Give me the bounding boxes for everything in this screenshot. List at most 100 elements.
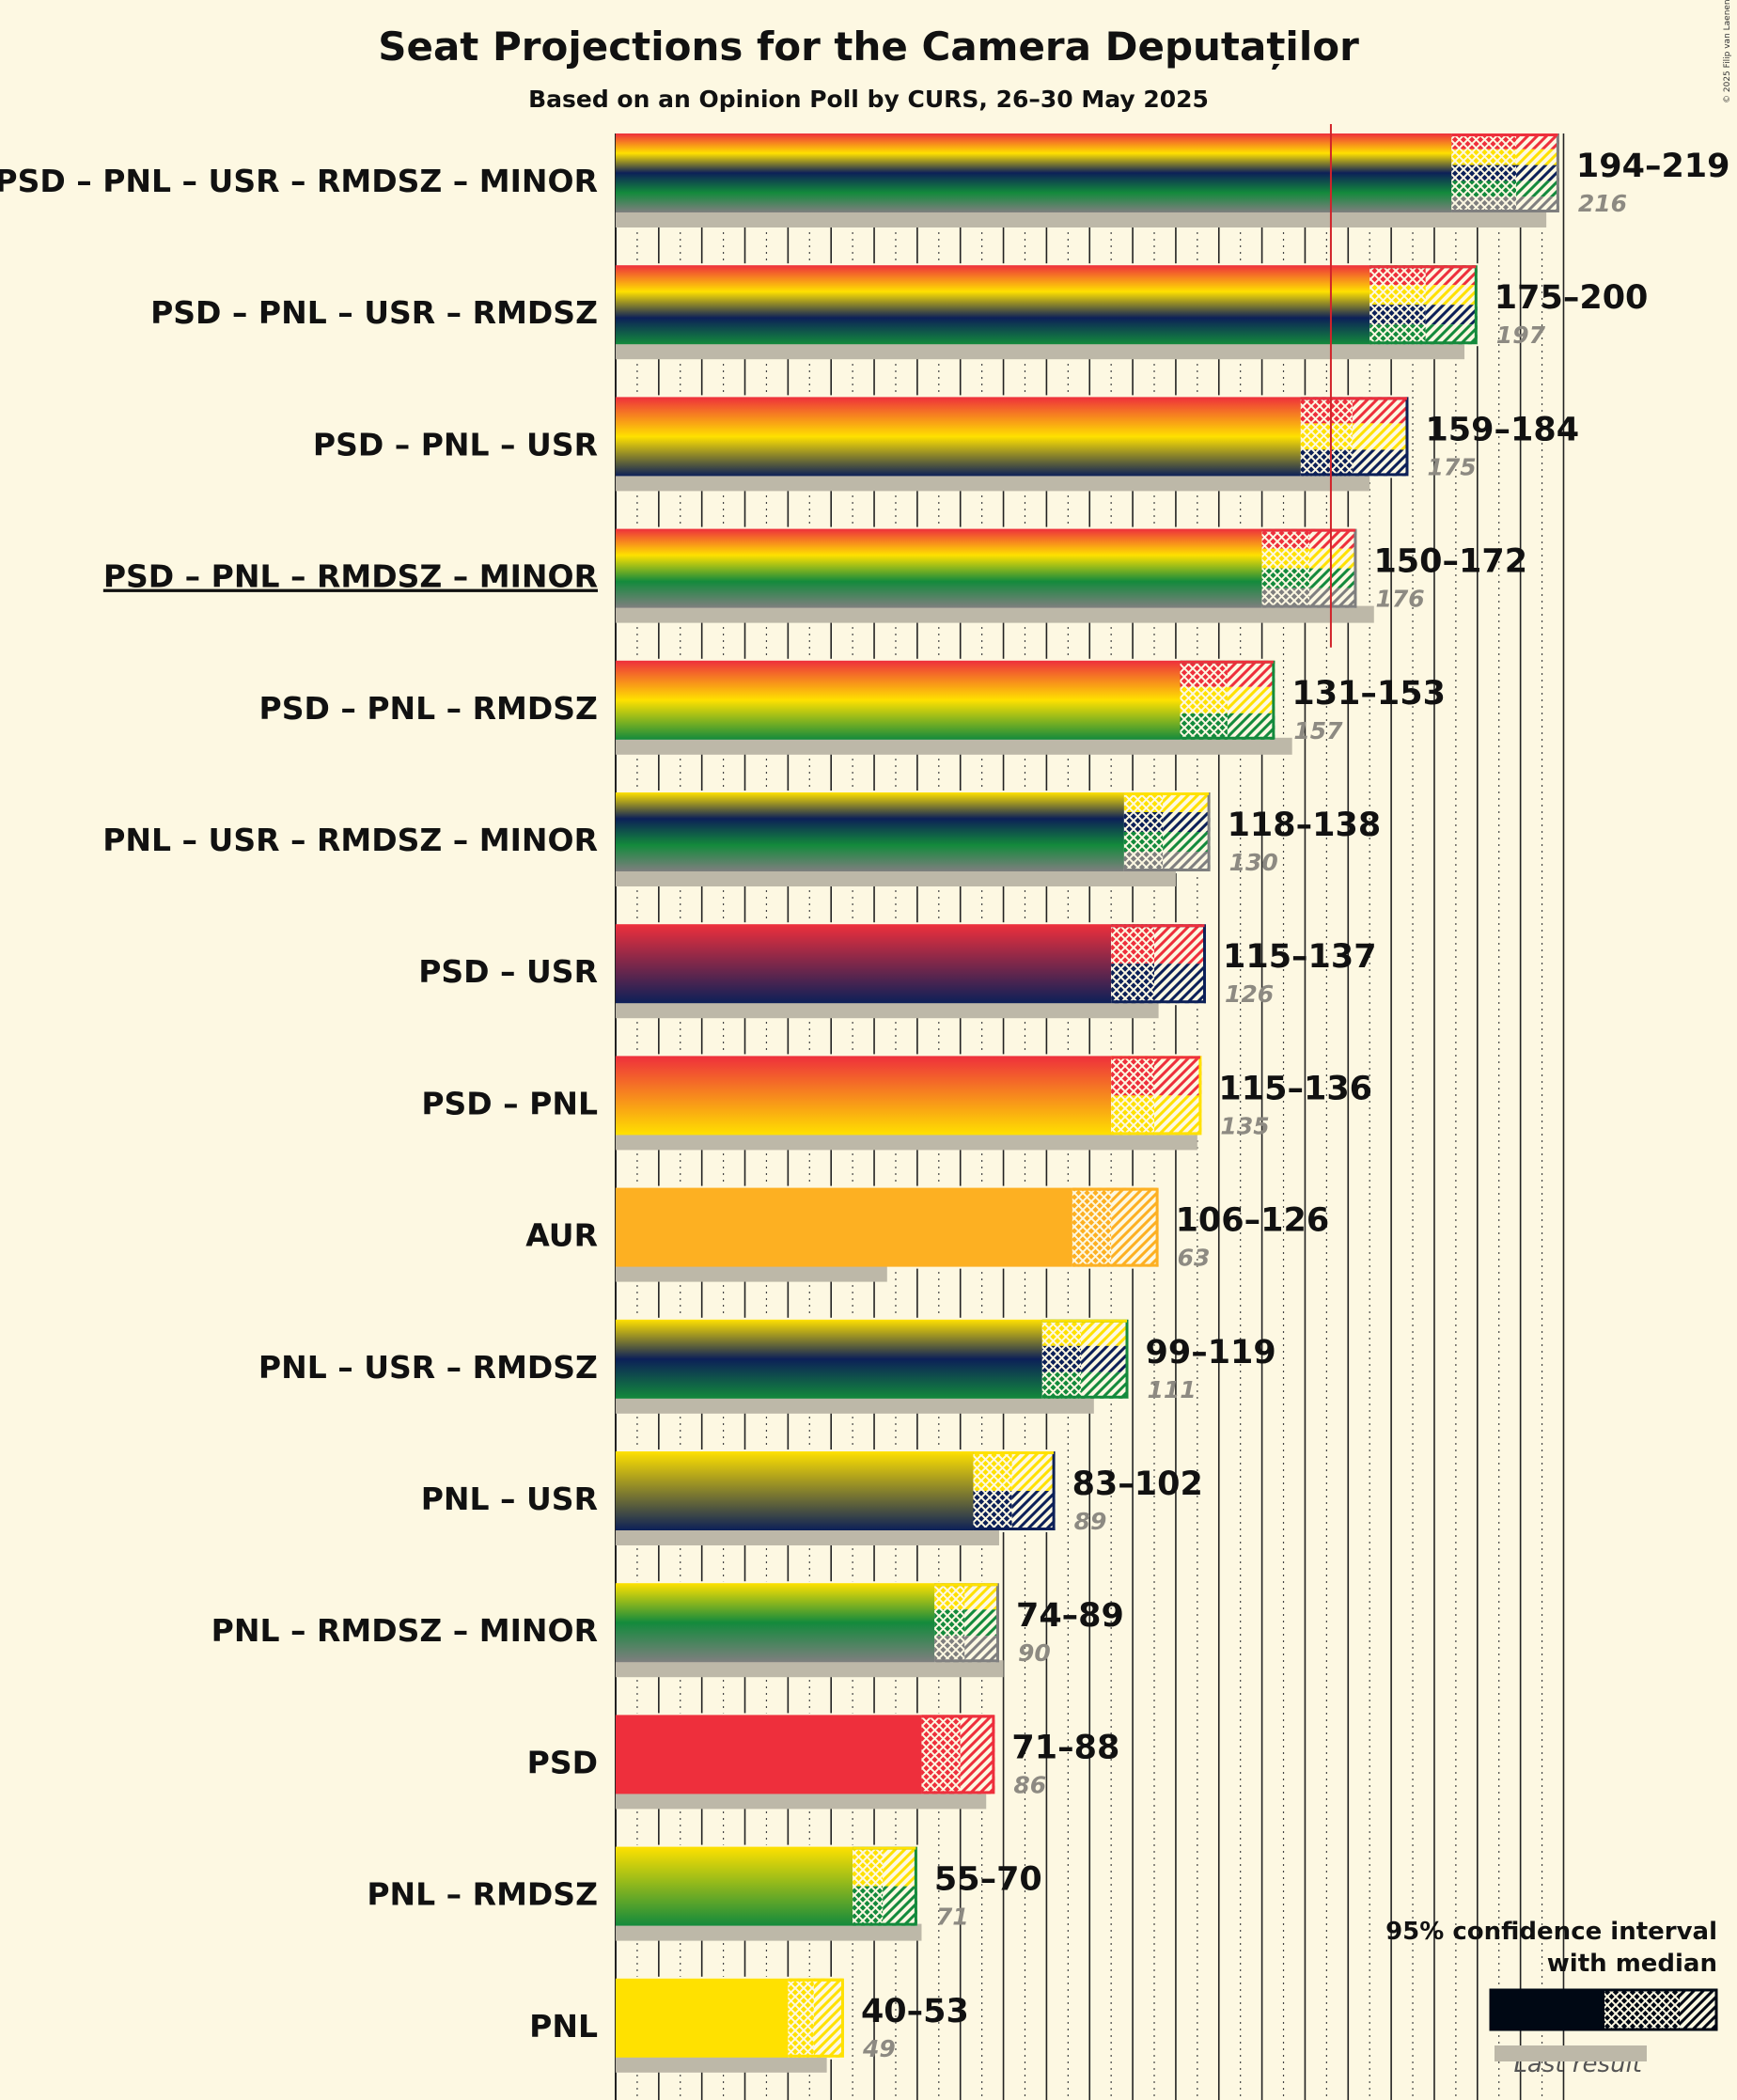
ci-lower-segment-psd <box>1111 924 1154 964</box>
last-result-bar <box>616 1133 1197 1151</box>
ci-solid-bar <box>616 528 1262 608</box>
ci-upper-segment-usr <box>1154 964 1207 1004</box>
range-label: 106–126 <box>1176 1202 1330 1240</box>
ci-lower-segment-rmdsz <box>853 1886 884 1926</box>
ci-lower-segment-pnl <box>788 1978 814 2058</box>
range-label: 83–102 <box>1072 1465 1203 1503</box>
range-label: 71–88 <box>1011 1729 1119 1766</box>
legend-cross-swatch <box>1604 1989 1680 2030</box>
ci-upper-segment-psd <box>1154 924 1207 964</box>
ci-lower-segment-pnl <box>973 1451 1012 1491</box>
range-label: 99–119 <box>1145 1334 1275 1371</box>
ci-lower-segment-pnl <box>1369 285 1426 306</box>
ci-lower-segment-pnl <box>1111 1095 1154 1136</box>
ci-lower-segment-rmdsz <box>934 1609 965 1637</box>
row-label: PSD <box>527 1744 598 1780</box>
legend-hatch-swatch <box>1680 1989 1717 2030</box>
ci-upper-segment-pnl <box>883 1846 917 1887</box>
row-15: PNL 40–53 49 <box>529 1976 969 2073</box>
last-result-bar <box>616 870 1176 886</box>
ci-upper-segment-pnl <box>1011 1451 1056 1491</box>
row-label: PSD – PNL – USR – RMDSZ – MINOR <box>0 163 598 199</box>
copyright-text: © 2025 Filip van Laenen <box>1723 0 1732 103</box>
ci-upper-segment-psd <box>1309 528 1357 549</box>
ci-upper-segment-aur <box>1111 1187 1159 1267</box>
ci-lower-segment-usr <box>1369 305 1426 325</box>
row-label: PSD – PNL – USR <box>313 426 598 462</box>
ci-upper-segment-minor <box>1516 196 1559 212</box>
ci-lower-segment-psd <box>1369 265 1426 286</box>
rows-layer: PSD – PNL – USR – RMDSZ – MINOR 194–219 21… <box>0 132 1730 2073</box>
last-result-label: 135 <box>1220 1112 1269 1139</box>
last-result-bar <box>616 1792 987 1810</box>
last-result-bar <box>616 1264 887 1282</box>
ci-solid-bar <box>616 792 1124 871</box>
row-1: PSD – PNL – USR – RMDSZ – MINOR 194–219 21… <box>0 132 1730 227</box>
ci-upper-segment-rmdsz <box>1081 1371 1129 1399</box>
row-5: PSD – PNL – RMDSZ 131–153 157 <box>259 658 1446 755</box>
row-7: PSD – USR 115–137 126 <box>418 922 1377 1019</box>
ci-upper-segment-pnl <box>1154 1095 1202 1136</box>
ci-upper-segment-psd <box>1516 133 1559 149</box>
row-label: PNL – USR <box>421 1481 598 1517</box>
ci-lower-segment-aur <box>1072 1187 1112 1267</box>
last-result-label: 216 <box>1578 190 1627 217</box>
ci-upper-segment-rmdsz <box>1227 713 1275 740</box>
legend-solid-swatch <box>1490 1989 1604 2030</box>
row-10: PNL – USR – RMDSZ 99–119 111 <box>258 1317 1276 1414</box>
ci-solid-bar <box>616 1451 974 1530</box>
ci-upper-segment-usr <box>1081 1345 1129 1372</box>
ci-upper-segment-rmdsz <box>1309 568 1357 588</box>
row-14: PNL – RMDSZ 55–70 71 <box>367 1844 1042 1941</box>
row-label: PNL – USR – RMDSZ – MINOR <box>102 822 598 858</box>
ci-upper-segment-pnl <box>1163 792 1211 812</box>
ci-upper-segment-rmdsz <box>1163 832 1211 852</box>
ci-upper-segment-usr <box>1425 305 1478 325</box>
ci-solid-bar <box>616 1846 853 1926</box>
range-label: 159–184 <box>1425 411 1579 448</box>
range-label: 194–219 <box>1576 148 1730 185</box>
legend-outline <box>1489 1988 1718 2031</box>
ci-upper-segment-minor <box>1163 852 1211 871</box>
ci-lower-segment-minor <box>1123 852 1164 871</box>
ci-lower-segment-minor <box>1261 588 1310 608</box>
ci-lower-segment-pnl <box>1180 686 1228 713</box>
ci-solid-bar <box>616 924 1112 1004</box>
row-4: PSD – PNL – RMDSZ – MINOR 150–172 176 <box>103 526 1527 623</box>
last-result-label: 49 <box>862 2035 896 2062</box>
last-result-label: 89 <box>1074 1508 1107 1535</box>
row-label: PSD – PNL – RMDSZ <box>259 690 598 727</box>
ci-upper-segment-minor <box>964 1636 999 1663</box>
ci-upper-segment-pnl <box>964 1583 999 1610</box>
ci-lower-segment-pnl <box>1261 548 1310 569</box>
legend: 95% confidence interval with median Last… <box>1385 1918 1718 2078</box>
row-label: PNL – USR – RMDSZ <box>258 1349 598 1386</box>
ci-lower-segment-psd <box>921 1715 961 1794</box>
ci-lower-segment-rmdsz <box>1180 713 1228 740</box>
last-result-label: 175 <box>1427 453 1476 480</box>
ci-upper-segment-pnl <box>1309 548 1357 569</box>
ci-lower-segment-pnl <box>934 1583 965 1610</box>
last-result-bar <box>616 2055 827 2073</box>
ci-solid-bar <box>616 660 1181 740</box>
last-result-label: 111 <box>1147 1376 1196 1403</box>
ci-solid-bar <box>616 1583 935 1663</box>
last-result-label: 86 <box>1013 1771 1046 1798</box>
last-result-label: 197 <box>1496 321 1546 349</box>
ci-lower-segment-rmdsz <box>1123 832 1164 852</box>
ci-solid-bar <box>616 265 1370 345</box>
ci-solid-bar <box>616 133 1452 212</box>
ci-lower-segment-rmdsz <box>1369 324 1426 345</box>
last-result-label: 126 <box>1225 980 1274 1008</box>
row-label: PNL – RMDSZ – MINOR <box>211 1612 598 1649</box>
ci-lower-segment-pnl <box>1300 423 1353 450</box>
ci-upper-segment-usr <box>1011 1491 1056 1530</box>
last-result-bar <box>616 1660 1004 1678</box>
ci-lower-segment-psd <box>1261 528 1310 549</box>
ci-upper-segment-rmdsz <box>964 1609 999 1637</box>
range-label: 55–70 <box>934 1861 1042 1899</box>
ci-lower-segment-rmdsz <box>1451 180 1517 197</box>
row-label: AUR <box>525 1217 598 1254</box>
ci-upper-segment-minor <box>1309 588 1357 608</box>
